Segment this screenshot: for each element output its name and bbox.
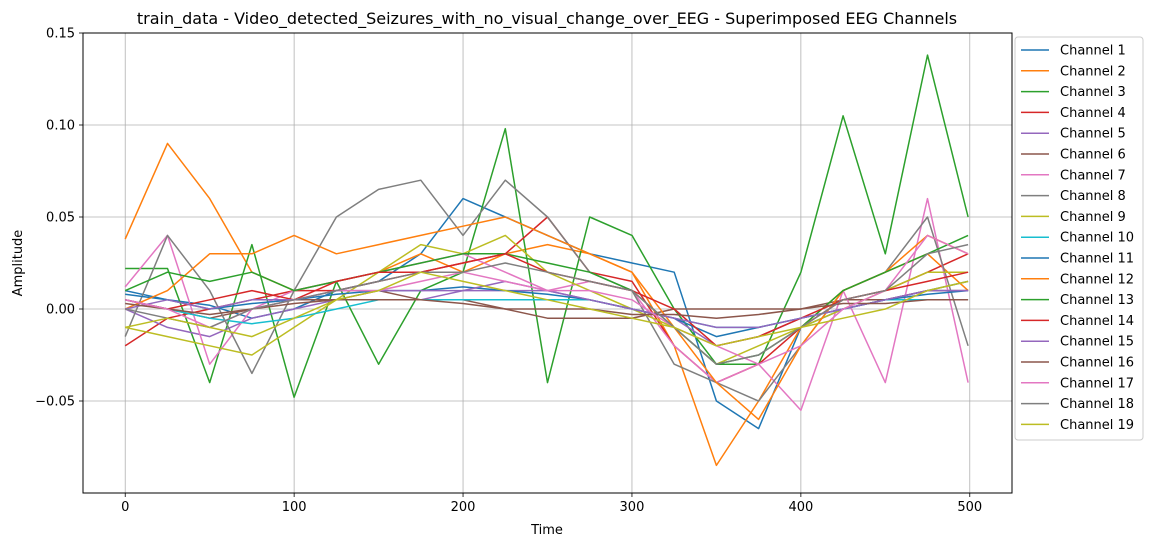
legend-label: Channel 9 (1060, 210, 1126, 225)
legend-label: Channel 18 (1060, 397, 1134, 412)
x-tick-label: 500 (957, 500, 982, 515)
y-tick-label: 0.10 (46, 119, 75, 134)
legend-label: Channel 12 (1060, 272, 1134, 287)
series-line-channel-19 (125, 271, 969, 347)
series-line-channel-3 (125, 54, 969, 399)
legend-label: Channel 8 (1060, 189, 1126, 204)
x-tick-label: 400 (788, 500, 813, 515)
legend-label: Channel 13 (1060, 293, 1134, 308)
legend-label: Channel 2 (1060, 64, 1126, 79)
legend-label: Channel 7 (1060, 168, 1126, 183)
legend-label: Channel 4 (1060, 106, 1126, 121)
legend-label: Channel 5 (1060, 127, 1126, 142)
legend-label: Channel 15 (1060, 335, 1134, 350)
legend-label: Channel 14 (1060, 314, 1134, 329)
legend-label: Channel 10 (1060, 231, 1134, 246)
x-tick-label: 100 (282, 500, 307, 515)
axes: 0 100 200 300 400 500 −0.05 0.00 0.05 0.10 0.15 (35, 27, 982, 516)
chart-title: train_data - Video_detected_Seizures_wit… (137, 9, 957, 29)
legend-box (1014, 36, 1144, 441)
y-tick-label: 0.05 (46, 211, 75, 226)
y-tick-label: −0.05 (35, 395, 75, 410)
plot-frame (82, 32, 1013, 494)
y-tick-label: 0.00 (46, 303, 75, 318)
series-layer (124, 54, 969, 467)
x-tick-label: 0 (121, 500, 129, 515)
x-tick-label: 300 (620, 500, 645, 515)
legend-label: Channel 16 (1060, 356, 1134, 371)
series-line-channel-18 (125, 243, 969, 365)
series-line-channel-13 (124, 234, 969, 365)
legend-label: Channel 6 (1060, 148, 1126, 163)
legend-label: Channel 1 (1060, 44, 1126, 59)
legend: Channel 1 Channel 2 Channel 3 Channel 4 Chan… (1014, 36, 1144, 441)
x-tick-label: 200 (451, 500, 476, 515)
x-axis-label: Time (530, 523, 563, 538)
legend-label: Channel 17 (1060, 376, 1134, 391)
y-axis-label: Amplitude (11, 230, 26, 297)
series-line-channel-16 (125, 299, 969, 319)
legend-label: Channel 11 (1060, 252, 1134, 267)
y-tick-label: 0.15 (46, 27, 75, 42)
legend-label: Channel 3 (1060, 85, 1126, 100)
legend-label: Channel 19 (1060, 418, 1134, 433)
legend-items: Channel 1 Channel 2 Channel 3 Channel 4 Chan… (1021, 44, 1134, 433)
series-line-channel-1 (125, 197, 969, 430)
